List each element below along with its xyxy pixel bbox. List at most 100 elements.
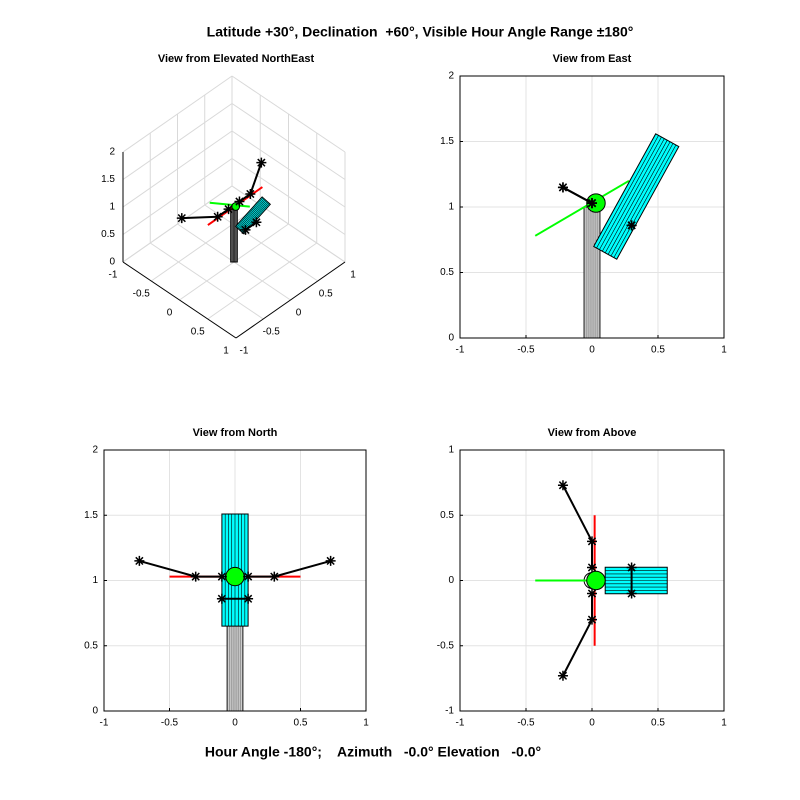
z-tick-label: 0.5 bbox=[101, 229, 115, 240]
marker bbox=[256, 157, 267, 168]
cylinder-stripe bbox=[607, 141, 671, 255]
cylinder-stripe bbox=[238, 199, 266, 230]
marker bbox=[269, 571, 280, 582]
grid-line bbox=[231, 158, 346, 235]
marker bbox=[240, 224, 251, 235]
x-tick-label: 1 bbox=[721, 718, 727, 729]
mount bbox=[586, 570, 606, 591]
grid-line bbox=[122, 75, 233, 153]
marker bbox=[626, 588, 637, 599]
marker bbox=[557, 670, 568, 681]
marker bbox=[223, 204, 234, 215]
marker bbox=[557, 182, 568, 193]
x-tick-label: -1 bbox=[109, 270, 118, 281]
marker bbox=[190, 571, 201, 582]
y-tick-label: 1 bbox=[448, 445, 454, 456]
x-tick-label: 1 bbox=[363, 718, 369, 729]
panel-title: View from East bbox=[553, 53, 632, 65]
cylinder-stripe bbox=[599, 136, 662, 250]
y-tick-label: 0.5 bbox=[84, 640, 98, 651]
y-tick-label: 2 bbox=[92, 445, 98, 456]
marker bbox=[251, 217, 262, 228]
cylinder-stripe bbox=[239, 200, 267, 231]
marker bbox=[243, 571, 254, 582]
cylinder-stripe bbox=[596, 135, 659, 249]
marker bbox=[212, 211, 223, 222]
model-line bbox=[562, 186, 593, 204]
y-tick-label: -1 bbox=[240, 346, 249, 357]
marker bbox=[587, 536, 597, 547]
x-tick-label: -0.5 bbox=[517, 345, 535, 356]
y-tick-label: 0 bbox=[448, 333, 454, 344]
marker bbox=[134, 555, 145, 566]
figure-title: Latitude +30°, Declination +60°, Visible… bbox=[207, 24, 634, 40]
figure-footer: Hour Angle -180°; Azimuth -0.0° Elevatio… bbox=[205, 744, 541, 760]
plot-frame bbox=[459, 449, 725, 712]
x-tick-label: 0 bbox=[589, 345, 595, 356]
x-tick-label: -0.5 bbox=[161, 718, 179, 729]
x-tick-label: -1 bbox=[456, 345, 465, 356]
marker bbox=[243, 593, 254, 604]
z-tick-label: 1 bbox=[109, 202, 115, 213]
x-tick-label: 0.5 bbox=[651, 345, 665, 356]
grid-line bbox=[149, 242, 264, 320]
axis-line bbox=[235, 261, 346, 339]
y-tick-label: -0.5 bbox=[437, 640, 455, 651]
y-tick-label: 1 bbox=[92, 575, 98, 586]
model-line bbox=[534, 179, 630, 237]
y-tick-label: 0.5 bbox=[319, 289, 333, 300]
y-tick-label: 0 bbox=[92, 706, 98, 717]
panel-title: View from Above bbox=[548, 427, 637, 439]
z-tick-label: 2 bbox=[109, 147, 115, 158]
cylinder-stripe bbox=[602, 138, 665, 252]
x-tick-label: 1 bbox=[223, 346, 229, 357]
y-tick-label: 0 bbox=[448, 575, 454, 586]
cylinder-stripe bbox=[604, 140, 668, 253]
marker bbox=[587, 588, 597, 599]
x-tick-label: -0.5 bbox=[133, 289, 151, 300]
grid-line bbox=[122, 103, 233, 180]
marker bbox=[325, 555, 336, 566]
plot-frame bbox=[103, 449, 367, 712]
grid-line bbox=[122, 185, 233, 263]
x-tick-label: 0 bbox=[232, 718, 238, 729]
cylinder-stripe bbox=[610, 143, 674, 257]
marker bbox=[216, 593, 227, 604]
y-tick-label: -0.5 bbox=[263, 327, 281, 338]
y-tick-label: -1 bbox=[445, 706, 454, 717]
x-tick-label: 1 bbox=[721, 345, 727, 356]
y-tick-label: 2 bbox=[448, 71, 454, 82]
marker bbox=[626, 220, 637, 231]
marker bbox=[216, 571, 227, 582]
y-tick-label: 1 bbox=[448, 202, 454, 213]
x-tick-label: 0.5 bbox=[294, 718, 308, 729]
cylinder-stripe bbox=[237, 198, 265, 229]
axis-line bbox=[122, 261, 237, 339]
grid-line bbox=[122, 158, 233, 235]
panel-title: View from Elevated NorthEast bbox=[158, 53, 315, 65]
y-tick-label: 1.5 bbox=[440, 136, 454, 147]
marker bbox=[234, 196, 245, 207]
panel-title: View from North bbox=[193, 427, 278, 439]
x-tick-label: 0.5 bbox=[651, 718, 665, 729]
marker bbox=[245, 188, 256, 199]
y-tick-label: 0.5 bbox=[440, 267, 454, 278]
marker bbox=[587, 614, 597, 625]
z-tick-label: 1.5 bbox=[101, 174, 115, 185]
x-tick-label: -1 bbox=[100, 718, 109, 729]
grid-line bbox=[231, 75, 346, 153]
grid-line bbox=[122, 130, 233, 208]
y-tick-label: 1.5 bbox=[84, 510, 98, 521]
cylinder-stripe bbox=[613, 144, 677, 258]
y-tick-label: 0.5 bbox=[440, 510, 454, 521]
cylinder-stripe bbox=[236, 197, 264, 228]
marker bbox=[176, 213, 187, 224]
model-line bbox=[209, 201, 250, 208]
z-tick-label: 0 bbox=[109, 257, 115, 268]
x-tick-label: 0.5 bbox=[191, 327, 205, 338]
grid-line bbox=[231, 130, 346, 208]
marker bbox=[626, 562, 637, 573]
marker bbox=[587, 562, 597, 573]
